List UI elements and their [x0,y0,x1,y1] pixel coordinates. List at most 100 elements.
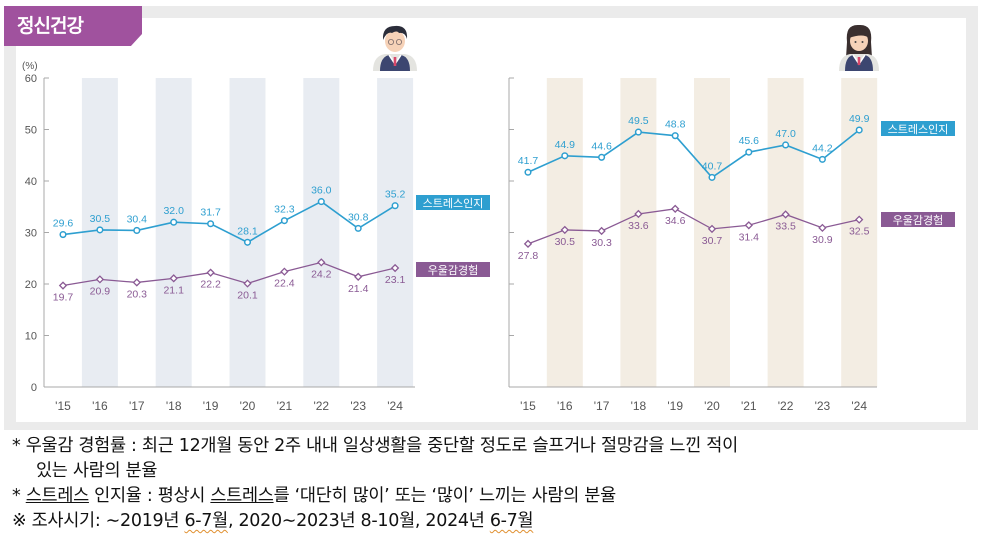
y-axis-unit: (%) [22,61,38,72]
stress-value-label: 31.7 [200,207,221,219]
year-band [155,78,192,387]
x-tick-label: '20 [240,399,256,413]
stress-point [133,226,141,234]
stress-point [671,132,679,140]
note-period-c: , 2020∼2023년 8-10월, 2024년 [227,511,490,531]
y-tick-label: 60 [25,73,37,85]
depression-value-label: 30.7 [702,235,723,247]
year-band [377,78,414,387]
depression-value-label: 27.8 [518,250,539,262]
depression-point [390,263,400,273]
stress-value-label: 49.9 [849,113,870,125]
y-tick-label: 30 [25,228,37,240]
year-band [229,78,266,387]
depression-value-label: 33.5 [775,220,796,232]
charts-svg: 0 10 20 30 40 50 60(%) '15 '16 '17 '18 '19 '20 '21 '22… [22,24,955,413]
depression-value-label: 21.1 [163,284,184,296]
depression-value-label: 22.2 [200,279,221,291]
note-period-a: ※ 조사시기: ∼2019년 [12,511,185,531]
x-tick-label: '15 [520,399,536,413]
note-stress-prefix: * [12,486,26,506]
stress-value-label: 28.1 [237,225,258,237]
depression-point [95,275,105,284]
depression-point [634,209,643,219]
depression-value-label: 22.4 [274,278,295,290]
note-depression-cont: 있는 사람의 분율 [36,461,158,481]
stress-point [317,198,325,206]
depression-point [560,225,569,235]
x-tick-label: '21 [277,399,293,413]
stress-point [280,217,288,225]
depression-point [354,272,363,281]
depression-point [317,258,326,267]
stress-value-label: 49.5 [628,115,649,127]
year-band [303,78,340,387]
legend-stress-swatch [881,121,955,136]
stress-point [524,168,532,176]
x-tick-label: '23 [815,399,831,413]
y-tick-label: 50 [25,125,37,137]
stress-point [745,148,753,156]
x-tick-label: '21 [741,399,757,413]
stress-value-label: 30.8 [348,211,369,223]
stress-point [59,231,67,239]
legend-depression-label: 우울감경험 [428,264,479,277]
x-tick-label: '16 [92,399,108,413]
stress-point [708,173,716,181]
section-title: 정신건강 [4,6,142,46]
depression-point [58,281,68,290]
depression-value-label: 20.9 [90,285,111,297]
depression-value-label: 30.5 [555,236,576,248]
girl-student-icon [839,24,879,71]
note-stress: * 스트레스 인지율 : 평상시 스트레스를 ‘대단히 많이’ 또는 ‘많이’ … [12,484,977,509]
x-tick-label: '17 [594,399,610,413]
legend-depression-label: 우울감경험 [893,214,944,227]
depression-value-label: 30.9 [812,234,833,246]
stress-point [782,141,790,149]
stress-line [62,200,396,244]
x-tick-label: '19 [203,399,219,413]
note-depression: * 우울감 경험률 : 최근 12개월 동안 2주 내내 일상생활을 중단할 정… [12,436,738,456]
depression-point [243,279,252,288]
stress-point [96,226,104,234]
note-period-b: 6-7월 [184,511,228,531]
x-tick-label: '22 [778,399,794,413]
depression-point [280,267,289,276]
legend-stress-swatch [416,195,490,210]
depression-point [671,204,680,213]
note-stress-term2: 스트레스 [210,486,274,506]
x-tick-label: '16 [557,399,573,413]
x-tick-label: '22 [313,399,329,413]
legend-depression-swatch [416,262,490,277]
depression-point [744,221,753,230]
note-survey-period: ※ 조사시기: ∼2019년 6-7월, 2020∼2023년 8-10월, 2… [12,509,977,534]
year-band [767,78,804,387]
x-tick-label: '19 [667,399,683,413]
stress-point [855,126,863,134]
x-tick-label: '15 [55,399,71,413]
stress-value-label: 44.6 [591,140,612,152]
x-tick-label: '24 [387,399,403,413]
depression-line [527,208,860,245]
depression-point [206,268,215,277]
stress-point [391,202,399,210]
depression-value-label: 32.5 [849,226,870,238]
stress-value-label: 48.8 [665,119,686,131]
stress-value-label: 47.0 [775,128,796,140]
depression-point [707,224,717,234]
y-tick-label: 40 [25,176,37,188]
stress-value-label: 44.2 [812,142,833,154]
depression-value-label: 20.3 [127,288,148,300]
stress-value-label: 32.0 [163,205,184,217]
stress-value-label: 36.0 [311,185,332,197]
depression-point [781,210,790,219]
stress-line [527,129,860,179]
stress-point [561,152,569,160]
depression-value-label: 19.7 [53,292,74,304]
depression-point [855,215,864,224]
y-tick-label: 0 [31,382,37,394]
stress-value-label: 45.6 [739,135,760,147]
stress-value-label: 44.9 [555,139,576,151]
depression-point [523,239,533,249]
legend-depression-swatch [881,212,955,227]
